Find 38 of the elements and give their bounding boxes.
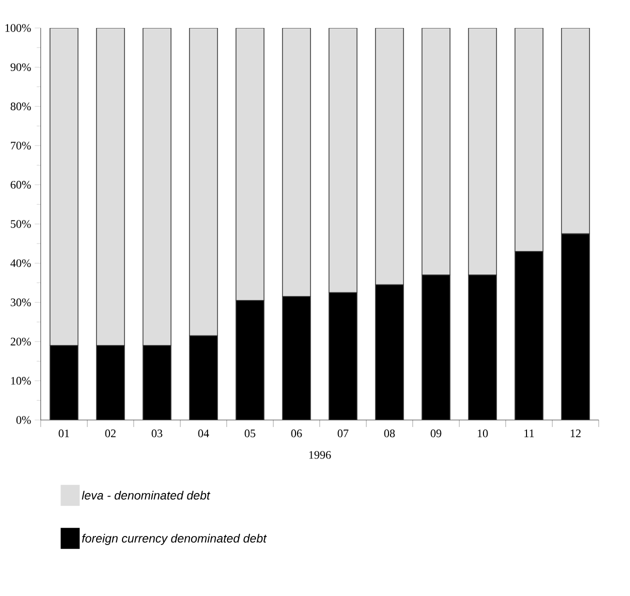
y-tick-label: 100%	[6, 24, 31, 32]
bar	[422, 28, 450, 276]
y-tick-label: 40%	[10, 259, 31, 268]
x-tick-label: 04	[198, 430, 210, 438]
y-tick-label: 10%	[11, 376, 31, 385]
legend-label: foreign currency denominated debt	[82, 534, 267, 545]
legend-label: leva - denominated debt	[82, 490, 210, 500]
x-tick-label: 12	[570, 430, 581, 438]
y-tick-label: 90%	[10, 63, 31, 72]
x-tick-label: 05	[244, 430, 256, 438]
x-tick-label: 03	[152, 430, 162, 438]
y-tick-label: 0%	[16, 416, 31, 424]
x-tick-label: 11	[524, 430, 534, 438]
bar	[142, 28, 172, 346]
bar	[514, 28, 544, 252]
y-tick-label: 20%	[10, 338, 31, 346]
x-tick-label: 07	[338, 430, 348, 438]
y-tick-label: 50%	[10, 220, 31, 228]
y-tick-label: 30%	[10, 298, 31, 306]
bar	[189, 28, 218, 336]
x-axis-title: 1996	[309, 451, 331, 459]
bar	[328, 28, 358, 293]
bar	[561, 28, 590, 234]
x-tick-label: 02	[105, 430, 116, 438]
bar	[96, 28, 125, 346]
bar	[282, 28, 311, 297]
bar	[468, 28, 497, 276]
x-tick-label: 08	[384, 430, 395, 438]
bar	[375, 28, 404, 286]
x-tick-label: 09	[430, 430, 442, 438]
bar	[50, 28, 78, 346]
x-tick-label: 01	[58, 430, 70, 438]
y-tick-label: 70%	[10, 142, 31, 150]
x-tick-label: 10	[478, 430, 488, 438]
x-tick-label: 06	[291, 430, 302, 438]
y-tick-label: 80%	[10, 102, 31, 110]
y-tick-label: 60%	[10, 180, 31, 189]
bar	[236, 28, 264, 301]
